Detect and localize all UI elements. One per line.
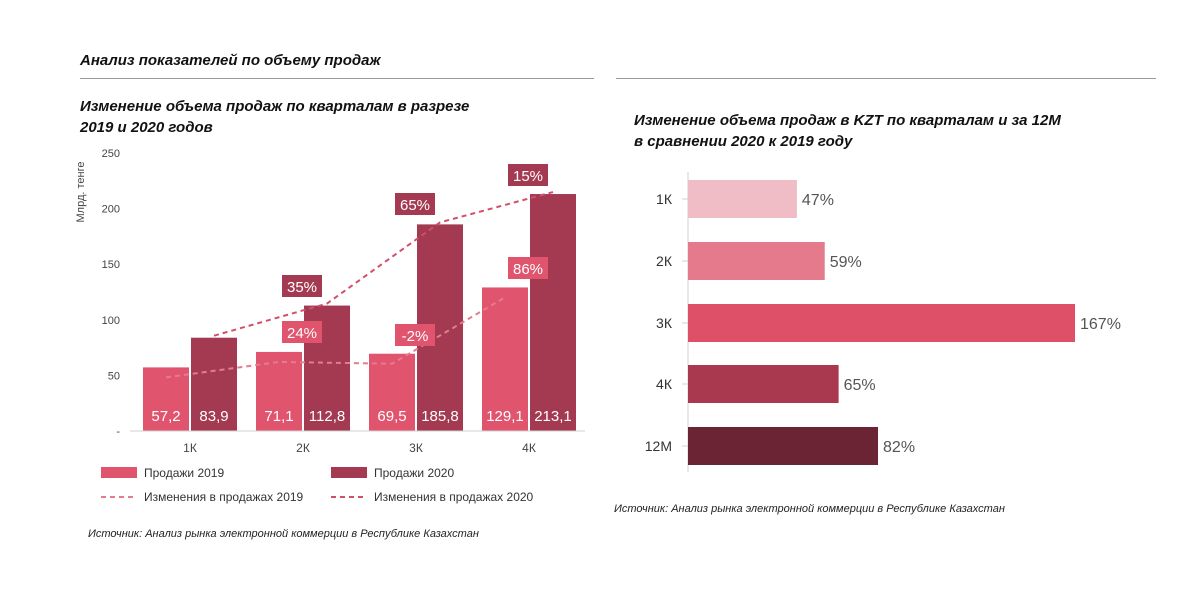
bar-2020 [530,194,576,431]
bar-value-label: 71,1 [264,408,293,425]
change-label-2019-box [282,321,322,343]
change-label-2019-box [508,257,548,279]
legend-label-2020: Продажи 2020 [374,466,454,480]
category-label: 12М [645,438,672,454]
category-label: 4К [656,376,673,392]
bar-2019 [482,287,528,431]
x-tick-label: 2К [296,441,310,455]
category-label: 1К [656,191,673,207]
left-divider [80,78,594,79]
left-source-note: Источник: Анализ рынка электронной комме… [88,528,479,540]
change-label-2020-box [282,275,322,297]
change-label-2019-box [395,324,435,346]
x-tick-label: 1К [183,441,197,455]
horizontal-bar [688,427,879,465]
x-tick-label: 3К [409,441,423,455]
change-label-2020: 65% [400,197,430,214]
bar-value-label: 112,8 [309,408,345,425]
y-tick-label: 200 [102,204,120,216]
legend-label-change-2020: Изменения в продажах 2020 [374,490,534,504]
change-label-2020-box [395,193,435,215]
left-chart-title-line1: Изменение объема продаж по кварталам в р… [80,98,470,115]
bar-2019 [256,351,302,431]
bar-value-label: 83,9 [199,408,228,425]
right-source-note: Источник: Анализ рынка электронной комме… [614,503,1005,515]
legend-label-change-2019: Изменения в продажах 2019 [144,490,304,504]
bar-value-label: 69,5 [377,408,406,425]
legend-swatch-2020 [331,467,367,478]
bar-value-label: 47% [802,192,834,209]
change-line-2020 [213,191,554,337]
left-bar-chart: - 50 100 150 200 250 Млрд. тенге 57,2 83,9 1К 71,1… [75,148,585,504]
y-tick-label: 150 [102,259,120,271]
right-chart-title-line2: в сравнении 2020 к 2019 году [634,133,853,150]
x-tick-label: 4К [522,441,536,455]
bar-value-label: 59% [830,254,862,271]
change-label-2019: -2% [402,328,429,345]
y-axis-label: Млрд. тенге [75,162,87,223]
horizontal-bar [688,180,797,218]
section-title: Анализ показателей по объему продаж [80,52,381,69]
y-tick-label: 50 [108,370,120,382]
left-chart-title-line2: 2019 и 2020 годов [80,119,213,136]
bar-value-label: 129,1 [486,408,524,425]
change-label-2020: 35% [287,279,317,296]
change-label-2020: 15% [513,168,543,185]
right-divider [616,78,1156,79]
bar-value-label: 65% [844,377,876,394]
legend-label-2019: Продажи 2019 [144,466,224,480]
left-chart-title: Изменение объема продаж по кварталам в р… [80,96,469,138]
category-label: 3К [656,315,673,331]
right-chart-title-line1: Изменение объема продаж в KZT по квартал… [634,112,1061,129]
change-label-2019: 86% [513,261,543,278]
horizontal-bar [688,365,839,403]
bar-value-label: 82% [883,439,915,456]
change-label-2020-box [508,164,548,186]
y-tick-label: 100 [102,315,120,327]
change-label-2019: 24% [287,325,317,342]
change-line-2019 [165,296,506,379]
category-label: 2К [656,253,673,269]
y-tick-label: 250 [102,148,120,160]
bar-value-label: 57,2 [151,408,180,425]
horizontal-bar [688,304,1075,342]
right-chart-title: Изменение объема продаж в KZT по квартал… [634,110,1061,152]
legend-swatch-2019 [101,467,137,478]
bar-value-label: 167% [1080,316,1121,333]
bar-value-label: 213,1 [534,408,572,425]
bar-value-label: 185,8 [421,408,459,425]
horizontal-bar [688,242,825,280]
bar-2020 [191,337,237,431]
y-tick-label: - [116,426,120,438]
bar-2019 [369,353,415,431]
bar-2019 [143,367,189,431]
